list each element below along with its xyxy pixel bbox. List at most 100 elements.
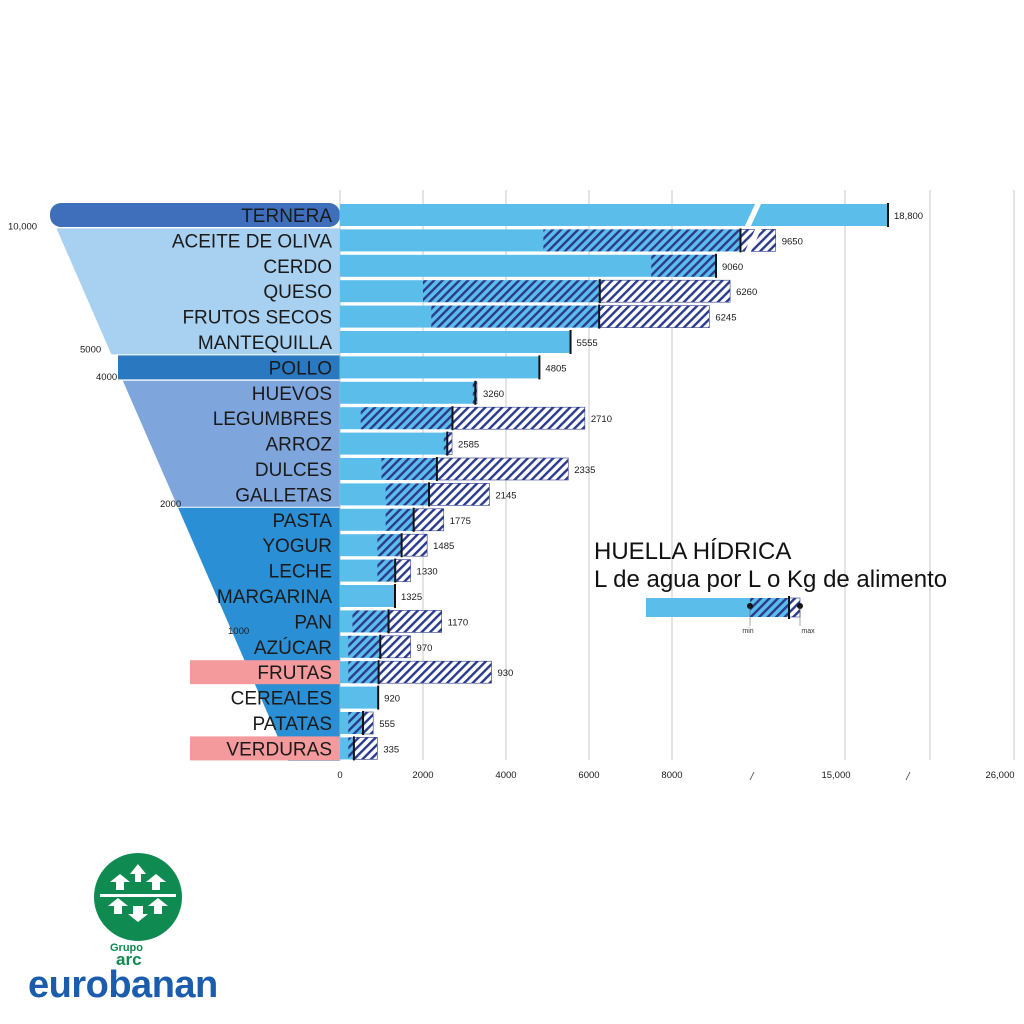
bar-2 xyxy=(340,254,716,277)
category-label-3: QUESO xyxy=(263,282,332,303)
value-label-2: 9060 xyxy=(722,262,743,273)
bar-range-low-21 xyxy=(348,737,354,760)
value-label-9: 2585 xyxy=(458,440,479,451)
bar-range-low-2 xyxy=(651,254,716,277)
bar-range-low-13 xyxy=(377,534,402,557)
funnel-label-1: 5000 xyxy=(80,344,101,355)
funnel-band-light xyxy=(56,228,340,355)
x-axis-break-mark-0 xyxy=(749,771,755,781)
x-tick-5: 15,000 xyxy=(821,770,850,781)
bar-7 xyxy=(340,381,476,404)
bar-range-high-13 xyxy=(401,533,428,557)
legend-min-label: min xyxy=(742,628,753,635)
bar-range-low-10 xyxy=(381,458,437,480)
bar-range-low-14 xyxy=(377,559,396,582)
funnel-band-pollo xyxy=(118,355,340,380)
bar-range-low-17 xyxy=(348,635,381,658)
funnel-band-blue xyxy=(178,507,340,761)
value-label-16: 1170 xyxy=(448,617,468,628)
category-label-10: DULCES xyxy=(255,460,332,481)
value-label-10: 2335 xyxy=(574,465,595,476)
category-label-0: TERNERA xyxy=(241,206,332,227)
category-label-5: MANTEQUILLA xyxy=(198,333,332,354)
bar-range-low-12 xyxy=(385,508,414,531)
x-axis-break-mark-1 xyxy=(905,771,911,781)
category-label-19: CEREALES xyxy=(231,689,332,710)
bar-range-low-16 xyxy=(352,610,389,633)
funnel-shape: 10,000 5000 4000 2000 1000 xyxy=(8,203,340,761)
value-label-18: 930 xyxy=(497,668,513,679)
value-label-3: 6260 xyxy=(736,287,757,298)
category-label-14: LECHE xyxy=(269,562,332,583)
value-label-1: 9650 xyxy=(782,236,803,247)
x-tick-2: 4000 xyxy=(495,770,516,781)
bar-range-low-3 xyxy=(423,280,600,303)
bar-range-high-4 xyxy=(598,305,710,328)
value-label-20: 555 xyxy=(379,719,395,730)
bar-range-low-4 xyxy=(431,305,600,328)
bar-0 xyxy=(340,204,888,226)
value-label-8: 2710 xyxy=(591,414,612,425)
bar-19 xyxy=(340,686,379,709)
bar-5 xyxy=(340,331,571,353)
value-label-4: 6245 xyxy=(715,313,736,324)
funnel-band-mid xyxy=(122,380,340,507)
highlight-band-21 xyxy=(190,736,340,761)
bar-6 xyxy=(340,356,540,379)
value-label-12: 1775 xyxy=(450,516,471,527)
category-label-4: FRUTOS SECOS xyxy=(182,308,332,329)
funnel-label-4: 1000 xyxy=(228,626,249,637)
category-labels: TERNERA ACEITE DE OLIVA CERDO QUESO FRUTOS S… xyxy=(172,206,333,760)
x-tick-6: 26,000 xyxy=(985,770,1014,781)
bar-range-low-20 xyxy=(348,712,364,734)
bar-range-high-17 xyxy=(379,635,411,659)
bar-range-low-11 xyxy=(385,483,430,506)
category-label-8: LEGUMBRES xyxy=(213,409,332,430)
bar-range-low-7 xyxy=(472,381,476,404)
category-label-18: FRUTAS xyxy=(257,663,332,684)
bar-range-high-12 xyxy=(413,508,445,532)
value-label-11: 2145 xyxy=(495,490,516,501)
value-label-13: 1485 xyxy=(433,541,454,552)
value-label-15: 1325 xyxy=(401,592,422,603)
category-label-15: MARGARINA xyxy=(217,587,332,608)
x-axis-ticks: 0 2000 4000 6000 8000 15,000 26,000 xyxy=(337,770,1014,781)
value-label-21: 335 xyxy=(383,744,399,755)
x-tick-3: 6000 xyxy=(578,770,599,781)
bar-range-high-8 xyxy=(452,406,586,430)
bar-range-low-18 xyxy=(348,661,379,684)
x-tick-0: 0 xyxy=(337,770,342,781)
bar-range-high-21 xyxy=(353,737,378,760)
logo-arc-text: arc xyxy=(116,950,142,969)
bar-range-high-11 xyxy=(428,483,490,506)
category-label-1: ACEITE DE OLIVA xyxy=(172,231,332,252)
funnel-label-0: 10,000 xyxy=(8,221,37,232)
logo-grupo-text: Grupo xyxy=(110,942,143,954)
legend-subtitle: L de agua por L o Kg de alimento xyxy=(594,566,947,593)
value-label-0: 18,800 xyxy=(894,211,923,222)
eurobanan-logo: Grupo arc eurobanan xyxy=(28,852,254,1006)
x-tick-1: 2000 xyxy=(412,770,433,781)
legend-range-low xyxy=(750,598,789,617)
bar-range-high-18 xyxy=(378,660,492,684)
category-label-17: AZÚCAR xyxy=(254,637,332,659)
legend-title: HUELLA HÍDRICA xyxy=(594,538,791,565)
logo-circle-icon xyxy=(94,853,182,941)
bar-range-high-14 xyxy=(394,559,411,582)
funnel-label-3: 2000 xyxy=(160,499,181,510)
bar-range-low-9 xyxy=(443,432,448,455)
category-label-13: YOGUR xyxy=(262,536,332,557)
logo-brand-text: eurobanan xyxy=(28,964,218,1006)
bar-range-low-1 xyxy=(543,229,741,252)
value-label-5: 5555 xyxy=(577,338,598,349)
bar-range-high-16 xyxy=(388,610,442,633)
value-label-14: 1330 xyxy=(417,567,438,578)
bar-range-high-20 xyxy=(362,711,374,735)
legend-max-label: max xyxy=(801,628,815,635)
category-label-9: ARROZ xyxy=(266,435,333,456)
category-label-16: PAN xyxy=(294,612,332,633)
bar-range-low-8 xyxy=(360,407,453,430)
bars: 18,800 9650 9060 6260 6245 5555 4805 3260 2710 25… xyxy=(340,202,923,761)
